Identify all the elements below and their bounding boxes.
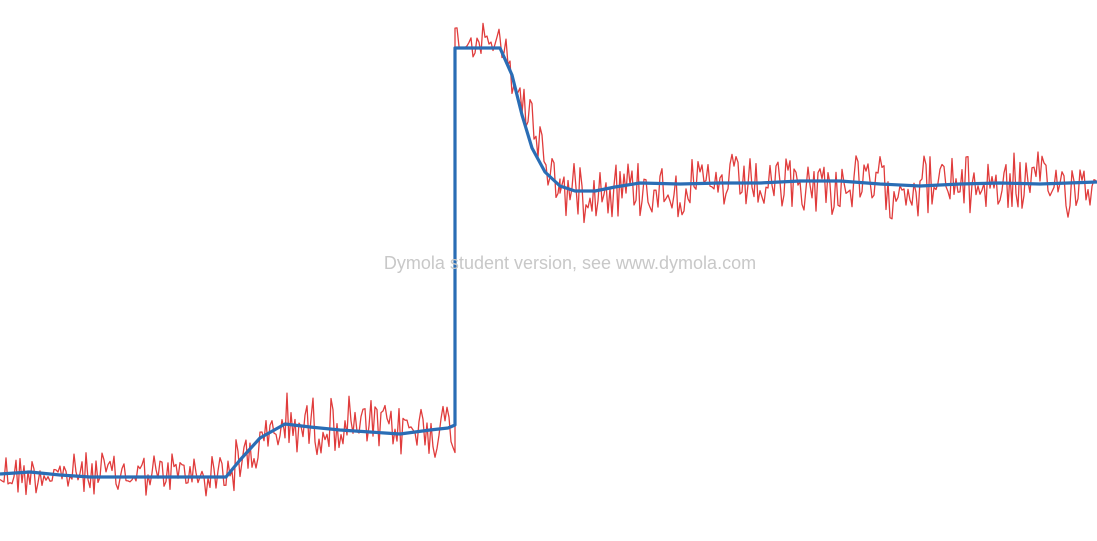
- noisy-signal-line: [0, 22, 1097, 497]
- noisy-series: [0, 22, 1097, 497]
- filtered-signal-line: [0, 46, 1097, 479]
- filtered-series: [0, 46, 1097, 479]
